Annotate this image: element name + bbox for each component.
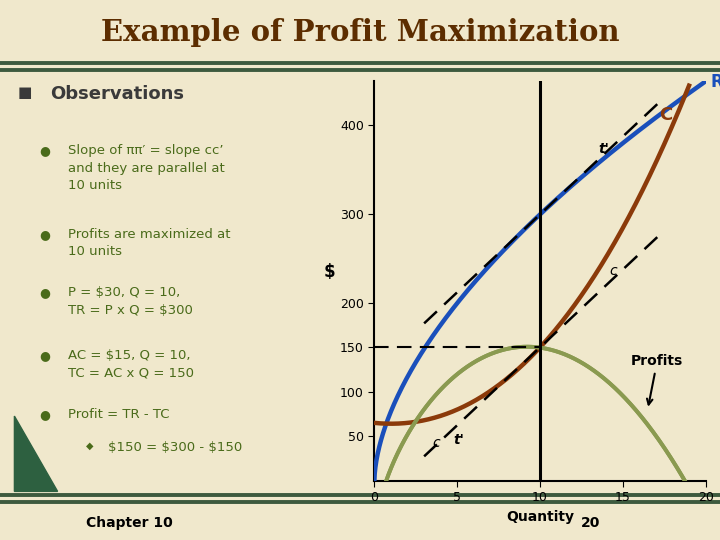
Text: t': t' — [454, 433, 465, 447]
Text: ●: ● — [40, 286, 50, 299]
Text: ●: ● — [40, 408, 50, 421]
Text: ◆: ◆ — [86, 441, 94, 451]
Text: R: R — [711, 73, 720, 91]
X-axis label: Quantity: Quantity — [506, 510, 574, 524]
Text: ●: ● — [40, 349, 50, 362]
Y-axis label: $: $ — [323, 263, 335, 281]
Text: ■: ■ — [18, 85, 32, 100]
Polygon shape — [14, 416, 58, 491]
Text: $150 = $300 - $150: $150 = $300 - $150 — [108, 441, 242, 454]
Text: ●: ● — [40, 228, 50, 241]
Text: ●: ● — [40, 144, 50, 157]
Text: AC = $15, Q = 10,
TC = AC x Q = 150: AC = $15, Q = 10, TC = AC x Q = 150 — [68, 349, 194, 380]
Text: Profits: Profits — [631, 354, 683, 404]
Text: c: c — [432, 436, 440, 450]
Text: Slope of ππ′ = slope cc’
and they are parallel at
10 units: Slope of ππ′ = slope cc’ and they are pa… — [68, 144, 225, 192]
Text: c: c — [610, 264, 617, 278]
Text: Example of Profit Maximization: Example of Profit Maximization — [101, 18, 619, 46]
Text: 20: 20 — [581, 516, 600, 530]
Text: Profits are maximized at
10 units: Profits are maximized at 10 units — [68, 228, 231, 258]
Text: C: C — [660, 106, 672, 124]
Text: Profit = TR - TC: Profit = TR - TC — [68, 408, 170, 421]
Text: Chapter 10: Chapter 10 — [86, 516, 173, 530]
Text: P = $30, Q = 10,
TR = P x Q = $300: P = $30, Q = 10, TR = P x Q = $300 — [68, 286, 193, 317]
Text: t': t' — [598, 142, 609, 156]
Text: Observations: Observations — [50, 85, 184, 104]
